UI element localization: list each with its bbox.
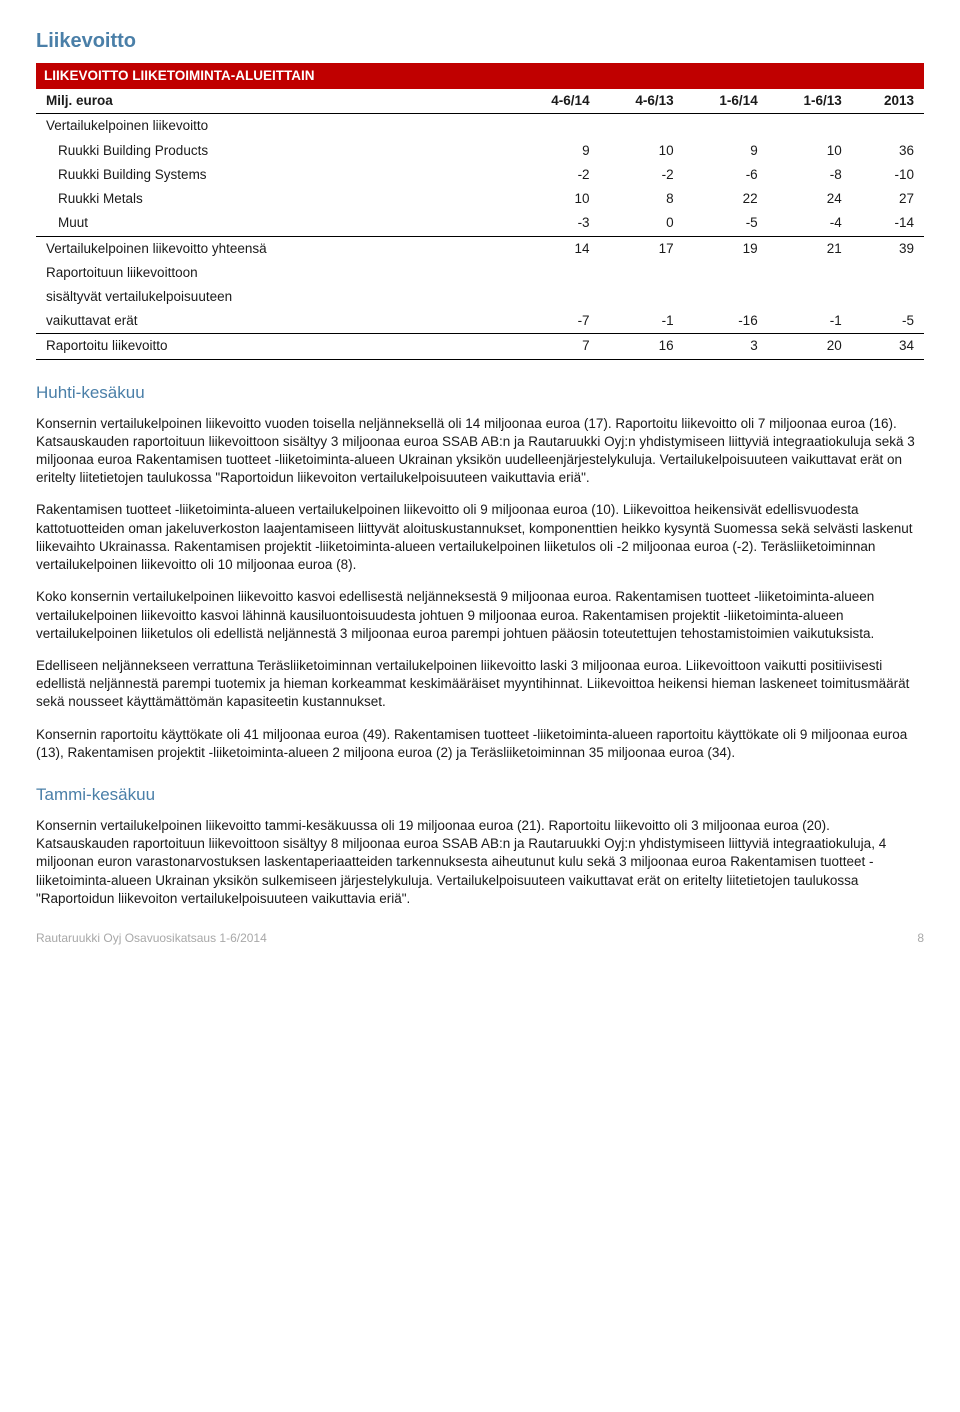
table-row: Vertailukelpoinen liikevoitto — [36, 114, 924, 139]
cell-value — [852, 285, 924, 309]
cell-value: -1 — [600, 309, 684, 334]
cell-value — [600, 285, 684, 309]
col-period: 4-6/14 — [516, 89, 600, 114]
row-label: Ruukki Metals — [36, 187, 516, 211]
body-paragraph: Konsernin vertailukelpoinen liikevoitto … — [36, 817, 924, 908]
cell-value: -5 — [852, 309, 924, 334]
cell-value: 14 — [516, 236, 600, 261]
row-label: vaikuttavat erät — [36, 309, 516, 334]
table-row: Ruukki Building Systems-2-2-6-8-10 — [36, 163, 924, 187]
col-label: Milj. euroa — [36, 89, 516, 114]
cell-value: -10 — [852, 163, 924, 187]
cell-value: 10 — [516, 187, 600, 211]
col-period: 2013 — [852, 89, 924, 114]
cell-value — [852, 114, 924, 139]
cell-value: -2 — [600, 163, 684, 187]
cell-value — [684, 261, 768, 285]
cell-value: 7 — [516, 334, 600, 359]
cell-value: 22 — [684, 187, 768, 211]
profit-table: Milj. euroa4-6/144-6/131-6/141-6/132013 … — [36, 89, 924, 359]
cell-value: -5 — [684, 211, 768, 236]
row-label: Muut — [36, 211, 516, 236]
footer-page-number: 8 — [917, 930, 924, 946]
cell-value — [852, 261, 924, 285]
table-row: Raportoitu liikevoitto71632034 — [36, 334, 924, 359]
cell-value — [768, 114, 852, 139]
cell-value: 34 — [852, 334, 924, 359]
cell-value: 16 — [600, 334, 684, 359]
cell-value: 0 — [600, 211, 684, 236]
table-row: Raportoituun liikevoittoon — [36, 261, 924, 285]
table-row: Ruukki Building Products91091036 — [36, 139, 924, 163]
table-heading: LIIKEVOITTO LIIKETOIMINTA-ALUEITTAIN — [36, 63, 924, 89]
cell-value: 3 — [684, 334, 768, 359]
cell-value: -7 — [516, 309, 600, 334]
table-row: sisältyvät vertailukelpoisuuteen — [36, 285, 924, 309]
section-title-h1: Tammi-kesäkuu — [36, 784, 924, 807]
row-label: Raportoitu liikevoitto — [36, 334, 516, 359]
cell-value: -3 — [516, 211, 600, 236]
col-period: 1-6/13 — [768, 89, 852, 114]
cell-value: -2 — [516, 163, 600, 187]
cell-value — [684, 114, 768, 139]
cell-value — [516, 114, 600, 139]
cell-value — [768, 261, 852, 285]
cell-value: 10 — [768, 139, 852, 163]
cell-value — [600, 114, 684, 139]
cell-value: -4 — [768, 211, 852, 236]
footer-doc-title: Rautaruukki Oyj Osavuosikatsaus 1-6/2014 — [36, 930, 267, 946]
cell-value — [684, 285, 768, 309]
body-paragraph: Edelliseen neljännekseen verrattuna Terä… — [36, 657, 924, 712]
cell-value: 24 — [768, 187, 852, 211]
col-period: 4-6/13 — [600, 89, 684, 114]
cell-value: -14 — [852, 211, 924, 236]
cell-value: -8 — [768, 163, 852, 187]
table-row: vaikuttavat erät-7-1-16-1-5 — [36, 309, 924, 334]
table-row: Muut-30-5-4-14 — [36, 211, 924, 236]
cell-value: -16 — [684, 309, 768, 334]
body-paragraph: Rakentamisen tuotteet -liiketoiminta-alu… — [36, 501, 924, 574]
cell-value: 9 — [684, 139, 768, 163]
cell-value — [600, 261, 684, 285]
cell-value: -6 — [684, 163, 768, 187]
section-title-q2: Huhti-kesäkuu — [36, 382, 924, 405]
body-paragraph: Koko konsernin vertailukelpoinen liikevo… — [36, 588, 924, 643]
row-label: Ruukki Building Systems — [36, 163, 516, 187]
cell-value: 10 — [600, 139, 684, 163]
cell-value: 20 — [768, 334, 852, 359]
page-footer: Rautaruukki Oyj Osavuosikatsaus 1-6/2014… — [36, 930, 924, 946]
body-paragraph: Konsernin vertailukelpoinen liikevoitto … — [36, 415, 924, 488]
cell-value — [516, 261, 600, 285]
row-label: Ruukki Building Products — [36, 139, 516, 163]
row-label: sisältyvät vertailukelpoisuuteen — [36, 285, 516, 309]
cell-value: -1 — [768, 309, 852, 334]
cell-value: 39 — [852, 236, 924, 261]
cell-value: 17 — [600, 236, 684, 261]
cell-value: 8 — [600, 187, 684, 211]
cell-value: 19 — [684, 236, 768, 261]
row-label: Raportoituun liikevoittoon — [36, 261, 516, 285]
body-paragraph: Konsernin raportoitu käyttökate oli 41 m… — [36, 726, 924, 762]
cell-value: 36 — [852, 139, 924, 163]
table-row: Ruukki Metals108222427 — [36, 187, 924, 211]
page-title: Liikevoitto — [36, 28, 924, 55]
table-row: Vertailukelpoinen liikevoitto yhteensä14… — [36, 236, 924, 261]
cell-value: 27 — [852, 187, 924, 211]
cell-value: 9 — [516, 139, 600, 163]
cell-value — [516, 285, 600, 309]
row-label: Vertailukelpoinen liikevoitto — [36, 114, 516, 139]
cell-value: 21 — [768, 236, 852, 261]
row-label: Vertailukelpoinen liikevoitto yhteensä — [36, 236, 516, 261]
cell-value — [768, 285, 852, 309]
col-period: 1-6/14 — [684, 89, 768, 114]
